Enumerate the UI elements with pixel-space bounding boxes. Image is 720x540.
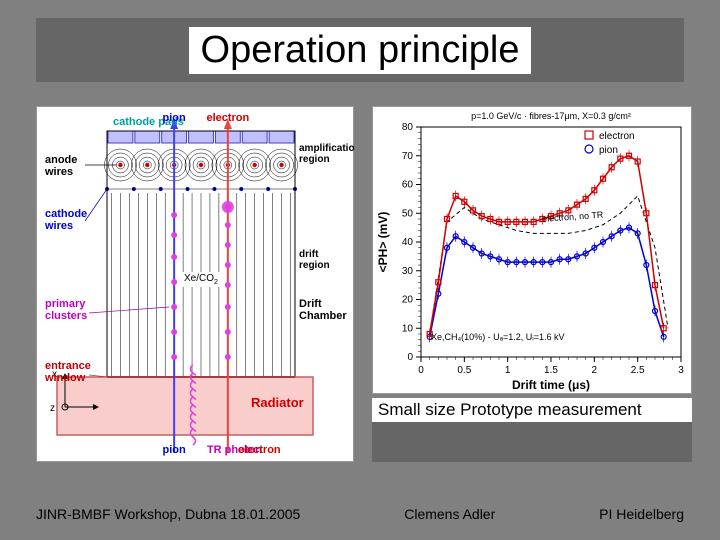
svg-text:Drift: Drift <box>299 298 322 310</box>
svg-text:clusters: clusters <box>45 310 87 322</box>
svg-text:region: region <box>299 154 330 165</box>
svg-text:40: 40 <box>402 237 414 248</box>
svg-text:0: 0 <box>407 352 413 363</box>
footer-center: Clemens Adler <box>404 506 495 522</box>
svg-text:30: 30 <box>402 266 414 277</box>
svg-text:Drift time (μs): Drift time (μs) <box>512 378 590 392</box>
svg-text:pion: pion <box>163 112 186 124</box>
svg-text:0: 0 <box>418 365 424 376</box>
ph-vs-drifttime-chart: 00.511.522.5301020304050607080Drift time… <box>373 107 693 395</box>
svg-text:electron: electron <box>238 444 281 456</box>
svg-text:window: window <box>44 372 86 384</box>
svg-text:anode: anode <box>45 154 77 166</box>
svg-text:Radiator: Radiator <box>251 395 304 410</box>
svg-text:0.5: 0.5 <box>457 365 471 376</box>
svg-text:50: 50 <box>402 208 414 219</box>
svg-text:2.5: 2.5 <box>631 365 645 376</box>
svg-text:60: 60 <box>402 180 414 191</box>
svg-text:10: 10 <box>402 323 414 334</box>
svg-text:amplification: amplification <box>299 143 355 154</box>
footer-left: JINR-BMBF Workshop, Dubna 18.01.2005 <box>36 506 300 522</box>
svg-text:70: 70 <box>402 151 414 162</box>
left-diagram: zxcathode padspionelectronamplificationr… <box>36 106 354 462</box>
caption-bar: Small size Prototype measurement <box>372 398 692 462</box>
svg-text:Chamber: Chamber <box>299 310 347 322</box>
svg-text:wires: wires <box>44 220 73 232</box>
gas-label: Xe/CO2 <box>182 272 220 287</box>
svg-text:<PH> (mV): <PH> (mV) <box>376 212 390 273</box>
footer-right: PI Heidelberg <box>599 506 684 522</box>
svg-text:2: 2 <box>592 365 598 376</box>
svg-text:1.5: 1.5 <box>544 365 558 376</box>
svg-text:cathode: cathode <box>45 208 87 220</box>
svg-text:20: 20 <box>402 295 414 306</box>
svg-text:80: 80 <box>402 122 414 133</box>
right-chart: 00.511.522.5301020304050607080Drift time… <box>372 106 692 394</box>
svg-text:pion: pion <box>599 145 618 156</box>
svg-text:drift: drift <box>299 249 319 260</box>
svg-text:entrance: entrance <box>45 360 91 372</box>
svg-text:primary: primary <box>45 298 86 310</box>
svg-text:Xe,CH₄(10%) - Uₐ=1.2, Uᵢ=1.6 k: Xe,CH₄(10%) - Uₐ=1.2, Uᵢ=1.6 kV <box>431 332 565 342</box>
page-title: Operation principle <box>189 27 532 74</box>
svg-text:electron: electron <box>599 131 635 142</box>
svg-text:1: 1 <box>505 365 511 376</box>
svg-text:wires: wires <box>44 166 73 178</box>
svg-text:region: region <box>299 260 330 271</box>
svg-text:3: 3 <box>678 365 684 376</box>
title-bar: Operation principle <box>36 18 684 82</box>
svg-text:z: z <box>50 403 55 414</box>
svg-text:pion: pion <box>163 444 186 456</box>
svg-text:p=1.0 GeV/c · fibres-17μm, X=0: p=1.0 GeV/c · fibres-17μm, X=0.3 g/cm² <box>471 111 631 121</box>
svg-text:electron: electron <box>206 112 249 124</box>
footer: JINR-BMBF Workshop, Dubna 18.01.2005 Cle… <box>36 506 684 522</box>
caption-text: Small size Prototype measurement <box>372 398 692 422</box>
